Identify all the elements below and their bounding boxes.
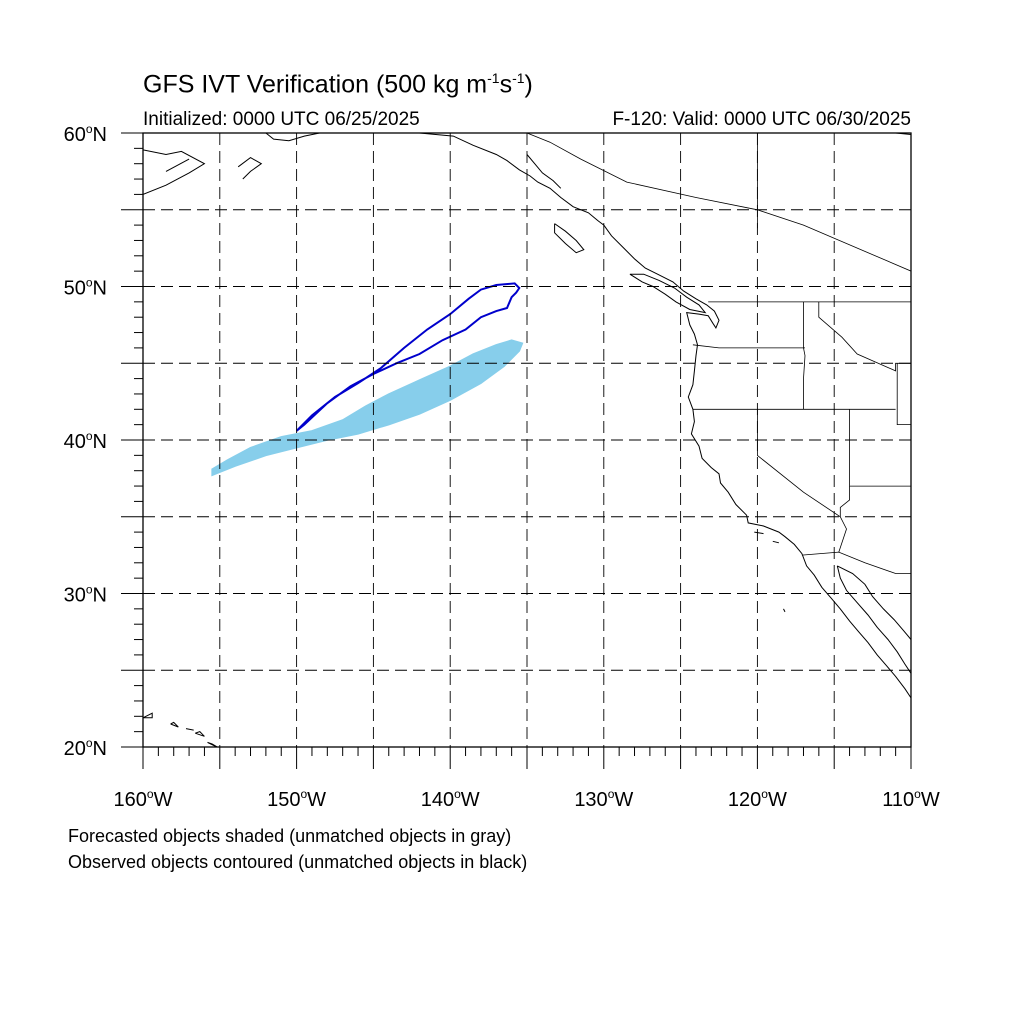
lon-label: 120oW [728, 787, 787, 811]
political-border [526, 133, 911, 272]
lat-label: 40oN [64, 429, 107, 453]
coastline-segment [629, 273, 707, 314]
initialized-time: Initialized: 0000 UTC 06/25/2025 [143, 109, 420, 130]
coastline-segment [195, 731, 205, 737]
lon-label: 130oW [574, 787, 633, 811]
lon-label: 140oW [421, 787, 480, 811]
political-border [757, 409, 841, 518]
lat-label: 20oN [64, 736, 107, 760]
legend-observed-note: Observed objects contoured (unmatched ob… [68, 852, 528, 872]
coastline-segment [772, 540, 780, 544]
coastline-segment [837, 565, 911, 640]
map-features [143, 133, 911, 747]
forecast-ivt-object [211, 339, 524, 477]
coastline-segment [836, 565, 911, 674]
coastline-segment [237, 157, 263, 180]
political-border [896, 363, 911, 426]
coastline-segment [603, 224, 911, 699]
coastline-segment [265, 133, 320, 142]
coastline-segment [165, 158, 190, 172]
coastline-segment [170, 721, 179, 728]
valid-time: F-120: Valid: 0000 UTC 06/30/2025 [612, 109, 911, 130]
coastline-segment [754, 531, 764, 535]
coastline-segment [554, 223, 585, 254]
coastline-segment [526, 154, 562, 189]
political-border [803, 301, 806, 410]
coastline-segment [350, 133, 605, 226]
lon-label: 110oW [882, 787, 940, 811]
map-title: GFS IVT Verification (500 kg m-1s-1) [143, 70, 533, 99]
lat-label: 50oN [64, 276, 107, 300]
lon-label: 150oW [267, 787, 326, 811]
tick-marks [121, 132, 912, 769]
coastline-segment [143, 712, 153, 719]
observed-ivt-contour [295, 282, 521, 432]
political-border [818, 301, 911, 372]
political-border [838, 486, 850, 553]
lon-label: 160oW [114, 787, 173, 811]
graticule [143, 133, 911, 747]
coastline-segment [143, 149, 206, 195]
axis-labels: 60oN 50oN 40oN 30oN 20oN 160oW 150oW 140oW 130oW… [64, 122, 940, 811]
coastline-segment [185, 728, 194, 731]
coastline-segment [207, 741, 219, 747]
political-border [692, 344, 805, 349]
political-border [801, 551, 911, 574]
political-border [849, 409, 911, 487]
legend-forecast-note: Forecasted objects shaded (unmatched obj… [68, 826, 512, 846]
lat-label: 30oN [64, 583, 107, 607]
lat-label: 60oN [64, 122, 107, 146]
coastline-segment [783, 608, 786, 613]
